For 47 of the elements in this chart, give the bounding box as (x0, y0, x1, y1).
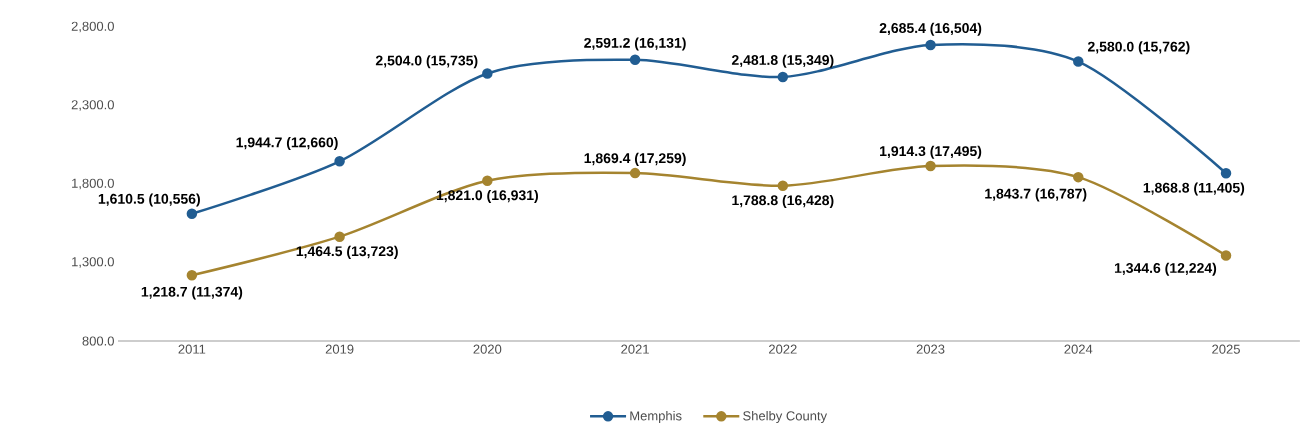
point (186, 208, 198, 219)
data-label: 1,610.5 (10,556) (98, 193, 200, 207)
point (777, 180, 789, 192)
x-tick-label: 2023 (916, 344, 945, 354)
data-label: 2,504.0 (15,735) (375, 55, 478, 69)
data-label: 1,944.7 (12,660) (236, 137, 338, 151)
point (777, 71, 789, 83)
point (629, 54, 641, 66)
legend-label: Shelby County (743, 410, 828, 424)
data-label: 1,218.7 (11,374) (141, 286, 243, 300)
data-label: 1,914.3 (17,495) (880, 145, 982, 159)
data-label: 1,821.0 (16,931) (436, 189, 538, 203)
y-tick-label: 1,300.0 (72, 257, 114, 268)
point (1220, 167, 1232, 179)
data-label: 2,591.2 (16,131) (584, 37, 686, 51)
data-label: 1,788.8 (16,428) (732, 194, 834, 209)
data-label: 1,868.8 (11,405) (1143, 182, 1245, 196)
x-tick-label: 2025 (1212, 344, 1240, 354)
point (482, 175, 493, 186)
point (1220, 250, 1232, 261)
x-tick-label: 2021 (621, 344, 649, 354)
x-tick-label: 2020 (473, 344, 502, 354)
y-tick-label: 2,800.0 (71, 21, 114, 33)
point (629, 167, 641, 179)
data-label: 1,464.5 (13,723) (296, 245, 398, 259)
point (334, 156, 345, 167)
x-tick-label: 2011 (178, 344, 206, 354)
x-tick-label: 2024 (1064, 344, 1093, 354)
x-tick-label: 2019 (325, 344, 354, 354)
point (186, 270, 198, 281)
data-label: 2,481.8 (15,349) (731, 54, 834, 68)
data-label: 1,843.7 (16,787) (985, 188, 1087, 202)
y-tick-label: 2,300.0 (71, 100, 114, 111)
point (1073, 171, 1084, 183)
data-label: 2,580.0 (15,762) (1087, 41, 1190, 55)
point (482, 68, 493, 79)
data-label: 2,685.4 (16,504) (879, 22, 982, 36)
x-tick-label: 2022 (769, 344, 797, 354)
legend-label: Memphis (630, 410, 682, 424)
point (925, 39, 936, 51)
y-tick-label: 800.0 (82, 336, 114, 346)
point (334, 231, 345, 242)
data-label: 1,869.4 (17,259) (584, 152, 686, 166)
point (1073, 56, 1084, 67)
data-label: 1,344.6 (12,224) (1114, 262, 1217, 276)
point (925, 160, 936, 172)
y-tick-label: 1,800.0 (72, 178, 114, 190)
